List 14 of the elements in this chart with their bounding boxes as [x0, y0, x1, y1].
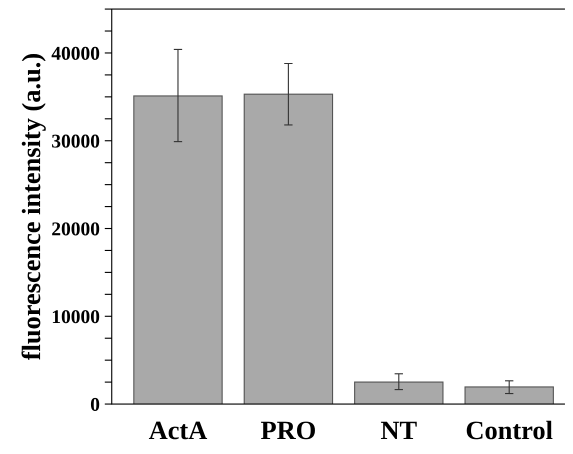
bar [133, 95, 223, 404]
y-tick-label: 40000 [52, 46, 100, 60]
x-tick-label: PRO [260, 422, 315, 440]
y-axis-title: fluorescence intensity (a.u.) [21, 54, 46, 360]
y-tick-label: 20000 [52, 222, 100, 236]
x-tick-label: NT [380, 422, 417, 440]
bar [464, 386, 554, 404]
x-tick-label: ActA [148, 422, 208, 440]
y-tick-label: 30000 [52, 134, 100, 148]
bar [354, 382, 444, 404]
y-tick-label: 0 [90, 398, 100, 411]
bar [244, 94, 334, 404]
x-tick-label: Control [466, 420, 552, 440]
y-tick-label: 10000 [52, 310, 100, 324]
